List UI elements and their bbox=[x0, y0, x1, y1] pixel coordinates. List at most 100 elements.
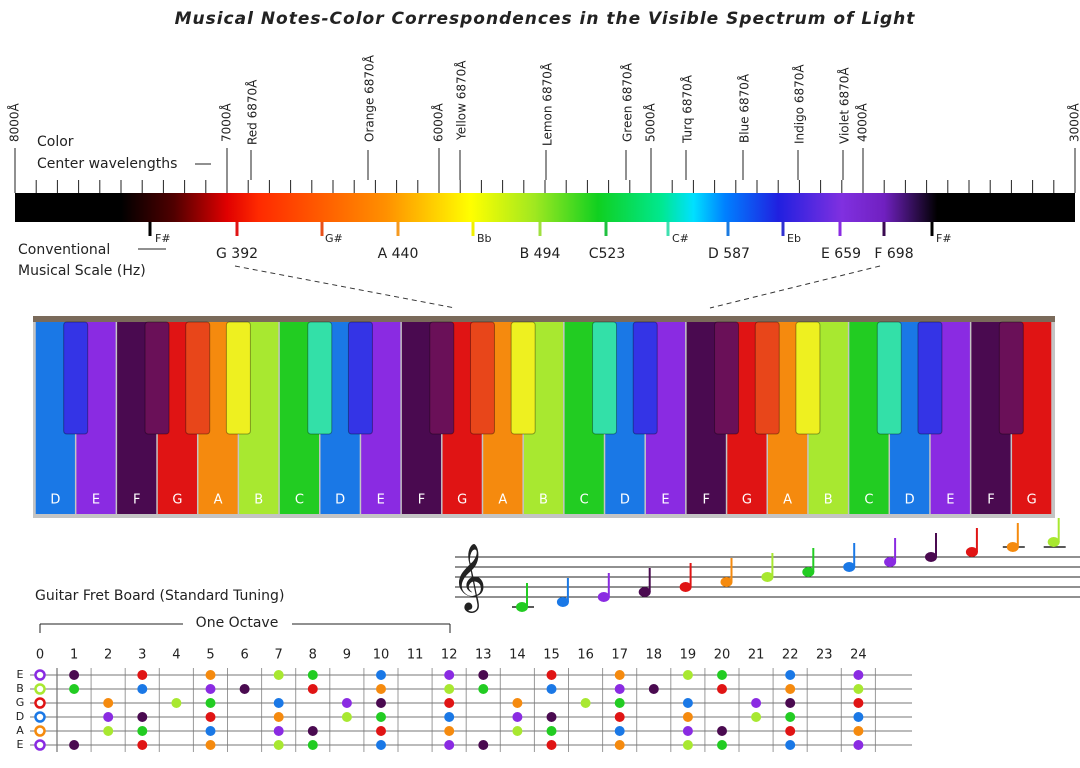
scale-note: A 440 bbox=[378, 246, 419, 262]
fret-dot bbox=[205, 670, 216, 680]
scale-label: Musical Scale (Hz) bbox=[18, 263, 146, 279]
fret-dot bbox=[171, 698, 182, 708]
black-key bbox=[347, 321, 373, 435]
scale-note: C# bbox=[672, 232, 689, 245]
color-center-label: Red 6870Å bbox=[245, 79, 260, 145]
open-string-dot bbox=[34, 669, 46, 681]
fret-dot bbox=[376, 726, 386, 736]
fret-dot bbox=[751, 698, 762, 708]
note-head bbox=[884, 557, 897, 567]
key-label: G bbox=[742, 493, 752, 508]
fret-dot bbox=[205, 698, 216, 708]
fret-dot bbox=[682, 670, 693, 680]
fret-dot bbox=[137, 712, 148, 722]
key-label: D bbox=[50, 493, 60, 508]
open-string-dot bbox=[34, 711, 46, 723]
fret-dot bbox=[853, 740, 864, 750]
black-key bbox=[754, 321, 780, 435]
fret-dot bbox=[341, 712, 352, 722]
open-string-dot bbox=[34, 739, 46, 751]
scale-note: G 392 bbox=[216, 246, 258, 262]
fret-dot bbox=[751, 712, 762, 722]
string-name: E bbox=[17, 738, 24, 751]
note-head bbox=[761, 572, 774, 582]
fret-dot bbox=[614, 698, 625, 708]
open-string-dot bbox=[34, 683, 46, 695]
note-head bbox=[679, 582, 692, 592]
fret-dot bbox=[239, 684, 250, 694]
key-label: E bbox=[377, 493, 385, 508]
black-key bbox=[144, 321, 170, 435]
fret-number: 13 bbox=[475, 648, 492, 663]
fret-dot bbox=[205, 726, 216, 736]
note-head bbox=[1006, 542, 1019, 552]
fret-dot bbox=[205, 684, 216, 694]
fret-dot bbox=[273, 670, 284, 680]
scale-note: D 587 bbox=[708, 246, 750, 262]
wavelength-label: 7000Å bbox=[219, 102, 234, 142]
color-center-label: Orange 6870Å bbox=[362, 54, 377, 142]
fret-dot bbox=[717, 684, 727, 694]
fret-dot bbox=[307, 684, 318, 694]
black-key bbox=[469, 321, 495, 435]
center-label: Center wavelengths bbox=[37, 156, 177, 172]
fret-dot bbox=[273, 698, 284, 708]
black-key bbox=[429, 321, 455, 435]
fret-dot bbox=[103, 712, 114, 722]
fret-dot bbox=[853, 726, 864, 736]
fret-dot bbox=[376, 712, 386, 722]
fret-dot bbox=[307, 740, 318, 750]
fret-dot bbox=[853, 698, 864, 708]
note-head bbox=[516, 602, 528, 612]
black-key bbox=[714, 321, 740, 435]
key-label: E bbox=[92, 493, 100, 508]
fret-dot bbox=[785, 684, 796, 694]
fret-dot bbox=[205, 712, 216, 722]
note-head bbox=[965, 547, 978, 557]
fret-dot bbox=[717, 670, 727, 680]
fret-number: 10 bbox=[373, 648, 390, 663]
fret-dot bbox=[546, 670, 557, 680]
fret-dot bbox=[444, 740, 455, 750]
string-name: E bbox=[17, 668, 24, 681]
black-key bbox=[917, 321, 943, 435]
key-label: E bbox=[661, 493, 669, 508]
fret-dot bbox=[205, 740, 216, 750]
key-label: C bbox=[864, 493, 873, 508]
fret-number: 1 bbox=[70, 648, 78, 663]
scale-note: B 494 bbox=[520, 246, 561, 262]
fret-dot bbox=[376, 698, 386, 708]
fret-dot bbox=[853, 712, 864, 722]
fret-number: 14 bbox=[509, 648, 526, 663]
key-label: C bbox=[295, 493, 304, 508]
note-head bbox=[1047, 537, 1060, 547]
fret-number: 23 bbox=[816, 648, 833, 663]
fret-dot bbox=[444, 698, 455, 708]
scale-note: C523 bbox=[589, 246, 626, 262]
octave-label: One Octave bbox=[196, 615, 279, 631]
key-label: G bbox=[172, 493, 182, 508]
fret-dot bbox=[376, 670, 386, 680]
key-label: D bbox=[620, 493, 630, 508]
key-label: F bbox=[702, 493, 709, 508]
fret-dot bbox=[103, 698, 114, 708]
fret-dot bbox=[137, 726, 148, 736]
fret-dot bbox=[682, 712, 693, 722]
fret-dot bbox=[444, 684, 455, 694]
fret-dot bbox=[546, 726, 557, 736]
wavelength-label: 3000Å bbox=[1067, 102, 1080, 142]
fret-dot bbox=[785, 726, 796, 736]
black-key bbox=[185, 321, 211, 435]
black-key bbox=[795, 321, 821, 435]
fret-dot bbox=[785, 740, 796, 750]
fret-dot bbox=[478, 740, 489, 750]
black-key bbox=[998, 321, 1024, 435]
string-name: D bbox=[16, 710, 24, 723]
fret-dot bbox=[376, 740, 386, 750]
key-label: D bbox=[905, 493, 915, 508]
spectrum-bar bbox=[15, 193, 1075, 222]
fret-number: 4 bbox=[172, 648, 180, 663]
black-key bbox=[63, 321, 89, 435]
fret-dot bbox=[614, 712, 625, 722]
color-center-label: Green 6870Å bbox=[620, 62, 635, 142]
